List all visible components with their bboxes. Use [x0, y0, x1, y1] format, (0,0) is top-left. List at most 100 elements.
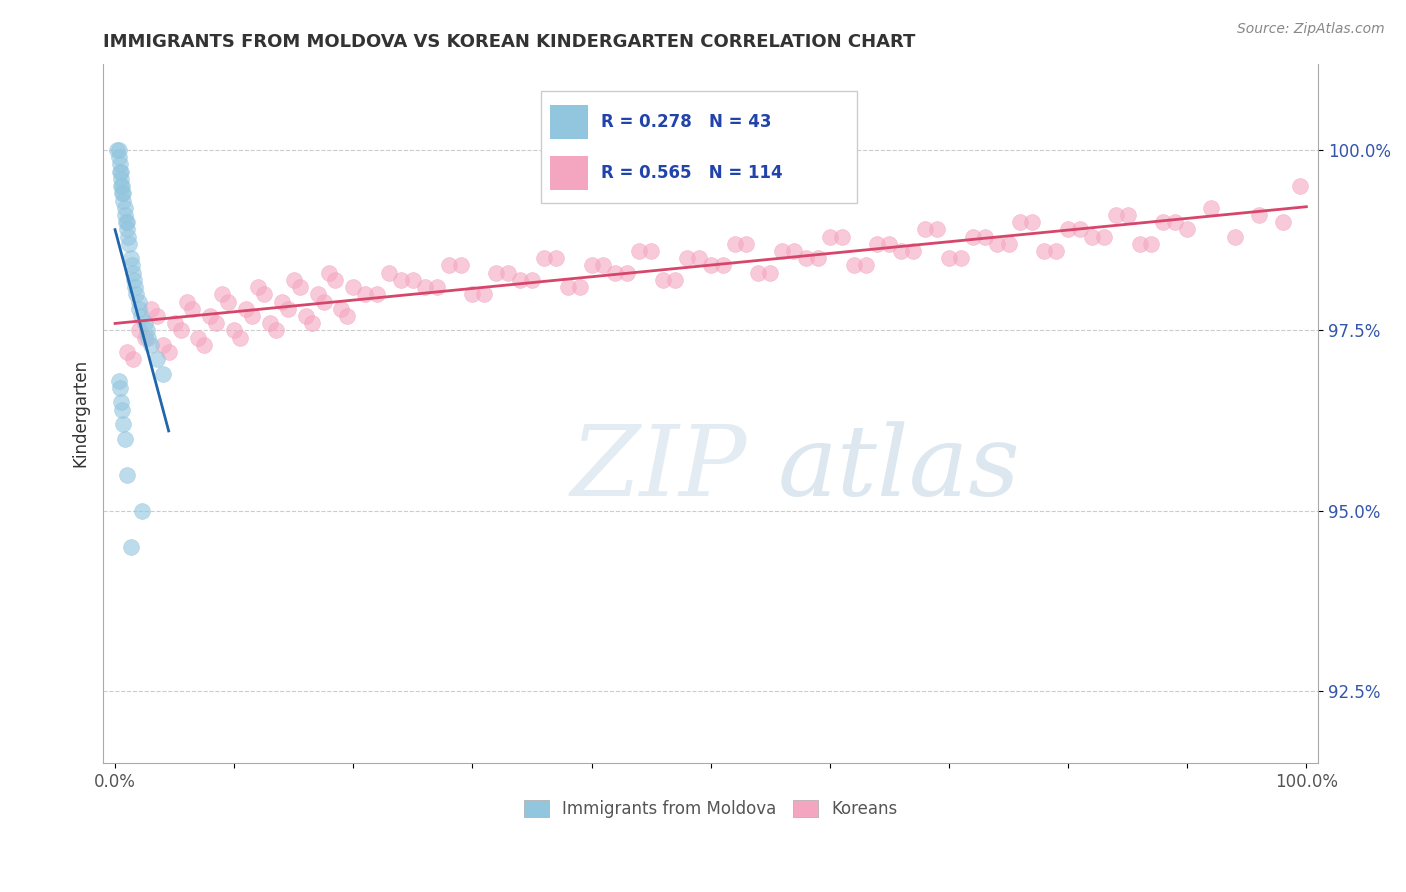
- Point: [110, 164, 132, 178]
- Point: [794, 252, 817, 266]
- Point: [472, 287, 495, 301]
- Point: [145, 352, 167, 367]
- Point: [1199, 201, 1222, 215]
- Point: [652, 273, 675, 287]
- Point: [318, 266, 340, 280]
- Point: [108, 164, 131, 178]
- Point: [1105, 208, 1128, 222]
- Point: [139, 301, 162, 316]
- Point: [115, 467, 138, 482]
- Point: [114, 208, 136, 222]
- Point: [128, 301, 150, 316]
- Text: ZIP: ZIP: [571, 422, 747, 517]
- Point: [1140, 236, 1163, 251]
- Point: [557, 280, 579, 294]
- Point: [114, 201, 136, 215]
- Point: [312, 294, 335, 309]
- Point: [1057, 222, 1080, 236]
- Point: [111, 179, 134, 194]
- Point: [259, 316, 281, 330]
- Point: [325, 273, 347, 287]
- Point: [235, 301, 257, 316]
- Point: [616, 266, 638, 280]
- Point: [114, 215, 136, 229]
- Point: [152, 367, 174, 381]
- Point: [163, 316, 186, 330]
- Point: [1069, 222, 1091, 236]
- Point: [253, 287, 276, 301]
- Point: [581, 259, 603, 273]
- Point: [301, 316, 323, 330]
- Point: [128, 323, 150, 337]
- Point: [122, 352, 145, 367]
- Point: [676, 252, 699, 266]
- Text: IMMIGRANTS FROM MOLDOVA VS KOREAN KINDERGARTEN CORRELATION CHART: IMMIGRANTS FROM MOLDOVA VS KOREAN KINDER…: [103, 33, 915, 51]
- Point: [544, 252, 567, 266]
- Point: [925, 222, 948, 236]
- Point: [628, 244, 651, 258]
- Point: [139, 338, 162, 352]
- Point: [1247, 208, 1270, 222]
- Text: Source: ZipAtlas.com: Source: ZipAtlas.com: [1237, 22, 1385, 37]
- Point: [120, 540, 142, 554]
- Point: [1175, 222, 1198, 236]
- Point: [264, 323, 287, 337]
- Point: [1045, 244, 1067, 258]
- Point: [1081, 229, 1104, 244]
- Point: [747, 266, 769, 280]
- Legend: Immigrants from Moldova, Koreans: Immigrants from Moldova, Koreans: [517, 793, 904, 825]
- Point: [1033, 244, 1056, 258]
- Point: [592, 259, 614, 273]
- Point: [962, 229, 984, 244]
- Point: [134, 330, 156, 344]
- Point: [152, 338, 174, 352]
- Point: [122, 266, 145, 280]
- Point: [108, 381, 131, 395]
- Point: [855, 259, 877, 273]
- Point: [389, 273, 412, 287]
- Point: [270, 294, 292, 309]
- Point: [125, 287, 148, 301]
- Point: [240, 309, 263, 323]
- Point: [128, 294, 150, 309]
- Point: [354, 287, 377, 301]
- Point: [112, 194, 135, 208]
- Point: [1092, 229, 1115, 244]
- Point: [997, 236, 1019, 251]
- Point: [879, 236, 901, 251]
- Point: [1271, 215, 1294, 229]
- Point: [1152, 215, 1174, 229]
- Point: [157, 345, 180, 359]
- Point: [205, 316, 228, 330]
- Point: [807, 252, 830, 266]
- Point: [973, 229, 995, 244]
- Point: [640, 244, 662, 258]
- Point: [520, 273, 543, 287]
- Point: [112, 186, 135, 201]
- Point: [818, 229, 841, 244]
- Point: [1129, 236, 1152, 251]
- Point: [294, 309, 316, 323]
- Text: atlas: atlas: [778, 422, 1021, 517]
- Point: [122, 273, 145, 287]
- Point: [914, 222, 936, 236]
- Point: [533, 252, 555, 266]
- Point: [723, 236, 745, 251]
- Point: [330, 301, 353, 316]
- Point: [110, 172, 132, 186]
- Point: [711, 259, 734, 273]
- Point: [842, 259, 865, 273]
- Point: [115, 345, 138, 359]
- Point: [496, 266, 519, 280]
- Point: [114, 432, 136, 446]
- Point: [288, 280, 311, 294]
- Point: [136, 323, 159, 337]
- Point: [200, 309, 222, 323]
- Point: [115, 215, 138, 229]
- Point: [307, 287, 329, 301]
- Point: [378, 266, 401, 280]
- Point: [246, 280, 269, 294]
- Point: [1010, 215, 1032, 229]
- Point: [783, 244, 806, 258]
- Point: [986, 236, 1008, 251]
